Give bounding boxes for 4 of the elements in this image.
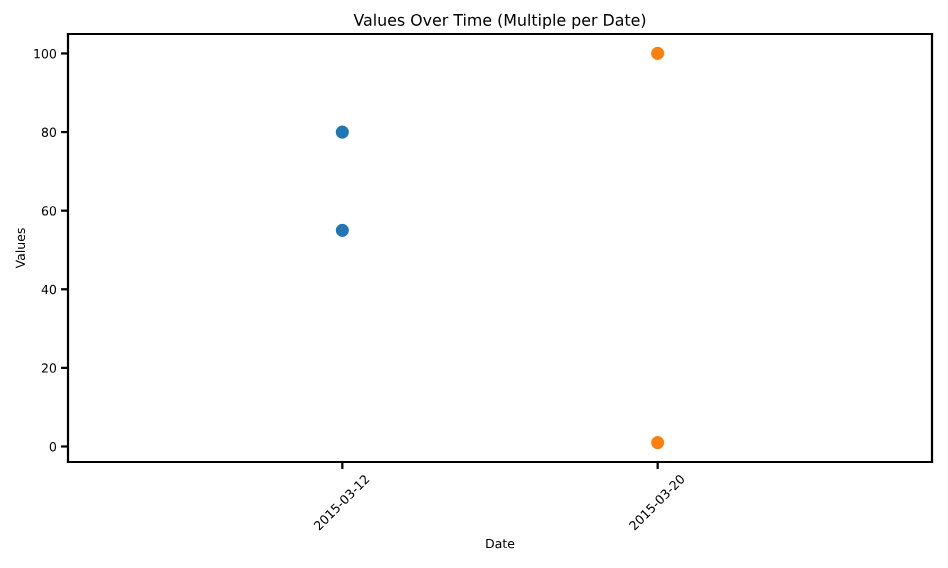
point xyxy=(651,435,665,450)
point xyxy=(335,125,349,139)
point xyxy=(651,46,665,61)
point xyxy=(335,223,349,237)
